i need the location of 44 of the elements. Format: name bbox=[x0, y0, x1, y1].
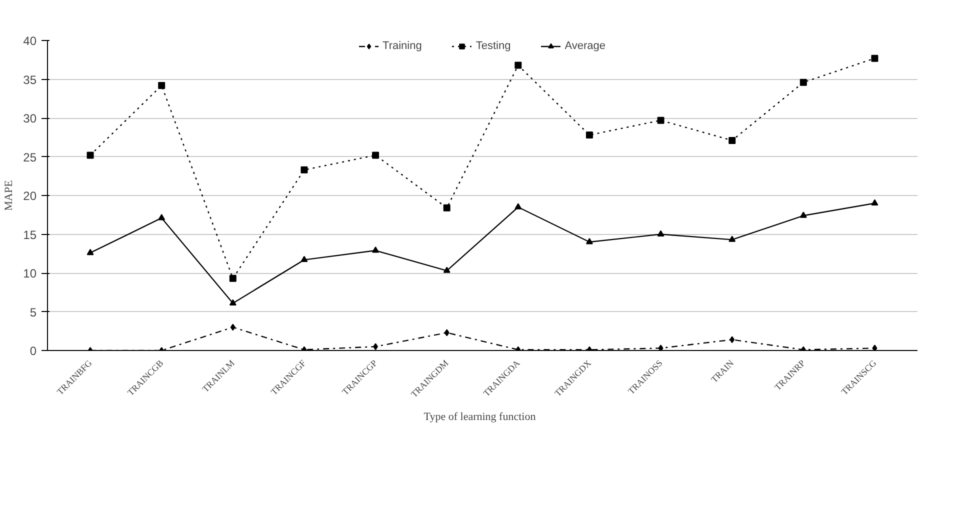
point bbox=[158, 214, 166, 220]
y-tick-label: 10 bbox=[23, 266, 37, 280]
point bbox=[514, 62, 522, 69]
y-tick-label: 5 bbox=[30, 305, 37, 320]
point bbox=[586, 132, 593, 139]
y-axis-title: MAPE bbox=[3, 180, 16, 211]
point bbox=[229, 274, 236, 282]
y-tick-label: 0 bbox=[30, 344, 37, 358]
point bbox=[800, 78, 807, 86]
point bbox=[728, 236, 736, 242]
point bbox=[444, 329, 450, 336]
point bbox=[730, 336, 735, 344]
point bbox=[372, 246, 380, 253]
y-tick-label: 15 bbox=[23, 228, 37, 242]
point bbox=[728, 136, 736, 144]
point bbox=[800, 212, 807, 218]
legend-label: Training bbox=[382, 40, 422, 52]
point bbox=[443, 266, 450, 273]
point bbox=[158, 82, 166, 89]
point bbox=[86, 248, 94, 256]
point bbox=[586, 238, 593, 244]
point bbox=[372, 152, 380, 159]
legend-label: Testing bbox=[476, 40, 511, 52]
y-tick-label: 35 bbox=[23, 72, 37, 87]
y-tick-label: 25 bbox=[23, 150, 37, 164]
point bbox=[657, 230, 664, 236]
x-axis-title: Type of learning function bbox=[424, 410, 536, 423]
point bbox=[443, 204, 450, 212]
point bbox=[658, 344, 664, 350]
point bbox=[657, 116, 664, 124]
legend-label: Average bbox=[564, 40, 606, 52]
point bbox=[229, 299, 236, 306]
point bbox=[871, 54, 878, 62]
point bbox=[373, 343, 378, 350]
point bbox=[86, 152, 94, 159]
y-tick-label: 40 bbox=[23, 34, 37, 48]
y-tick-label: 30 bbox=[23, 112, 37, 126]
point bbox=[300, 166, 308, 174]
y-tick-label: 20 bbox=[23, 189, 37, 203]
point bbox=[871, 199, 878, 206]
point bbox=[872, 344, 878, 350]
point bbox=[300, 256, 308, 262]
point bbox=[514, 203, 522, 210]
point bbox=[230, 324, 236, 331]
